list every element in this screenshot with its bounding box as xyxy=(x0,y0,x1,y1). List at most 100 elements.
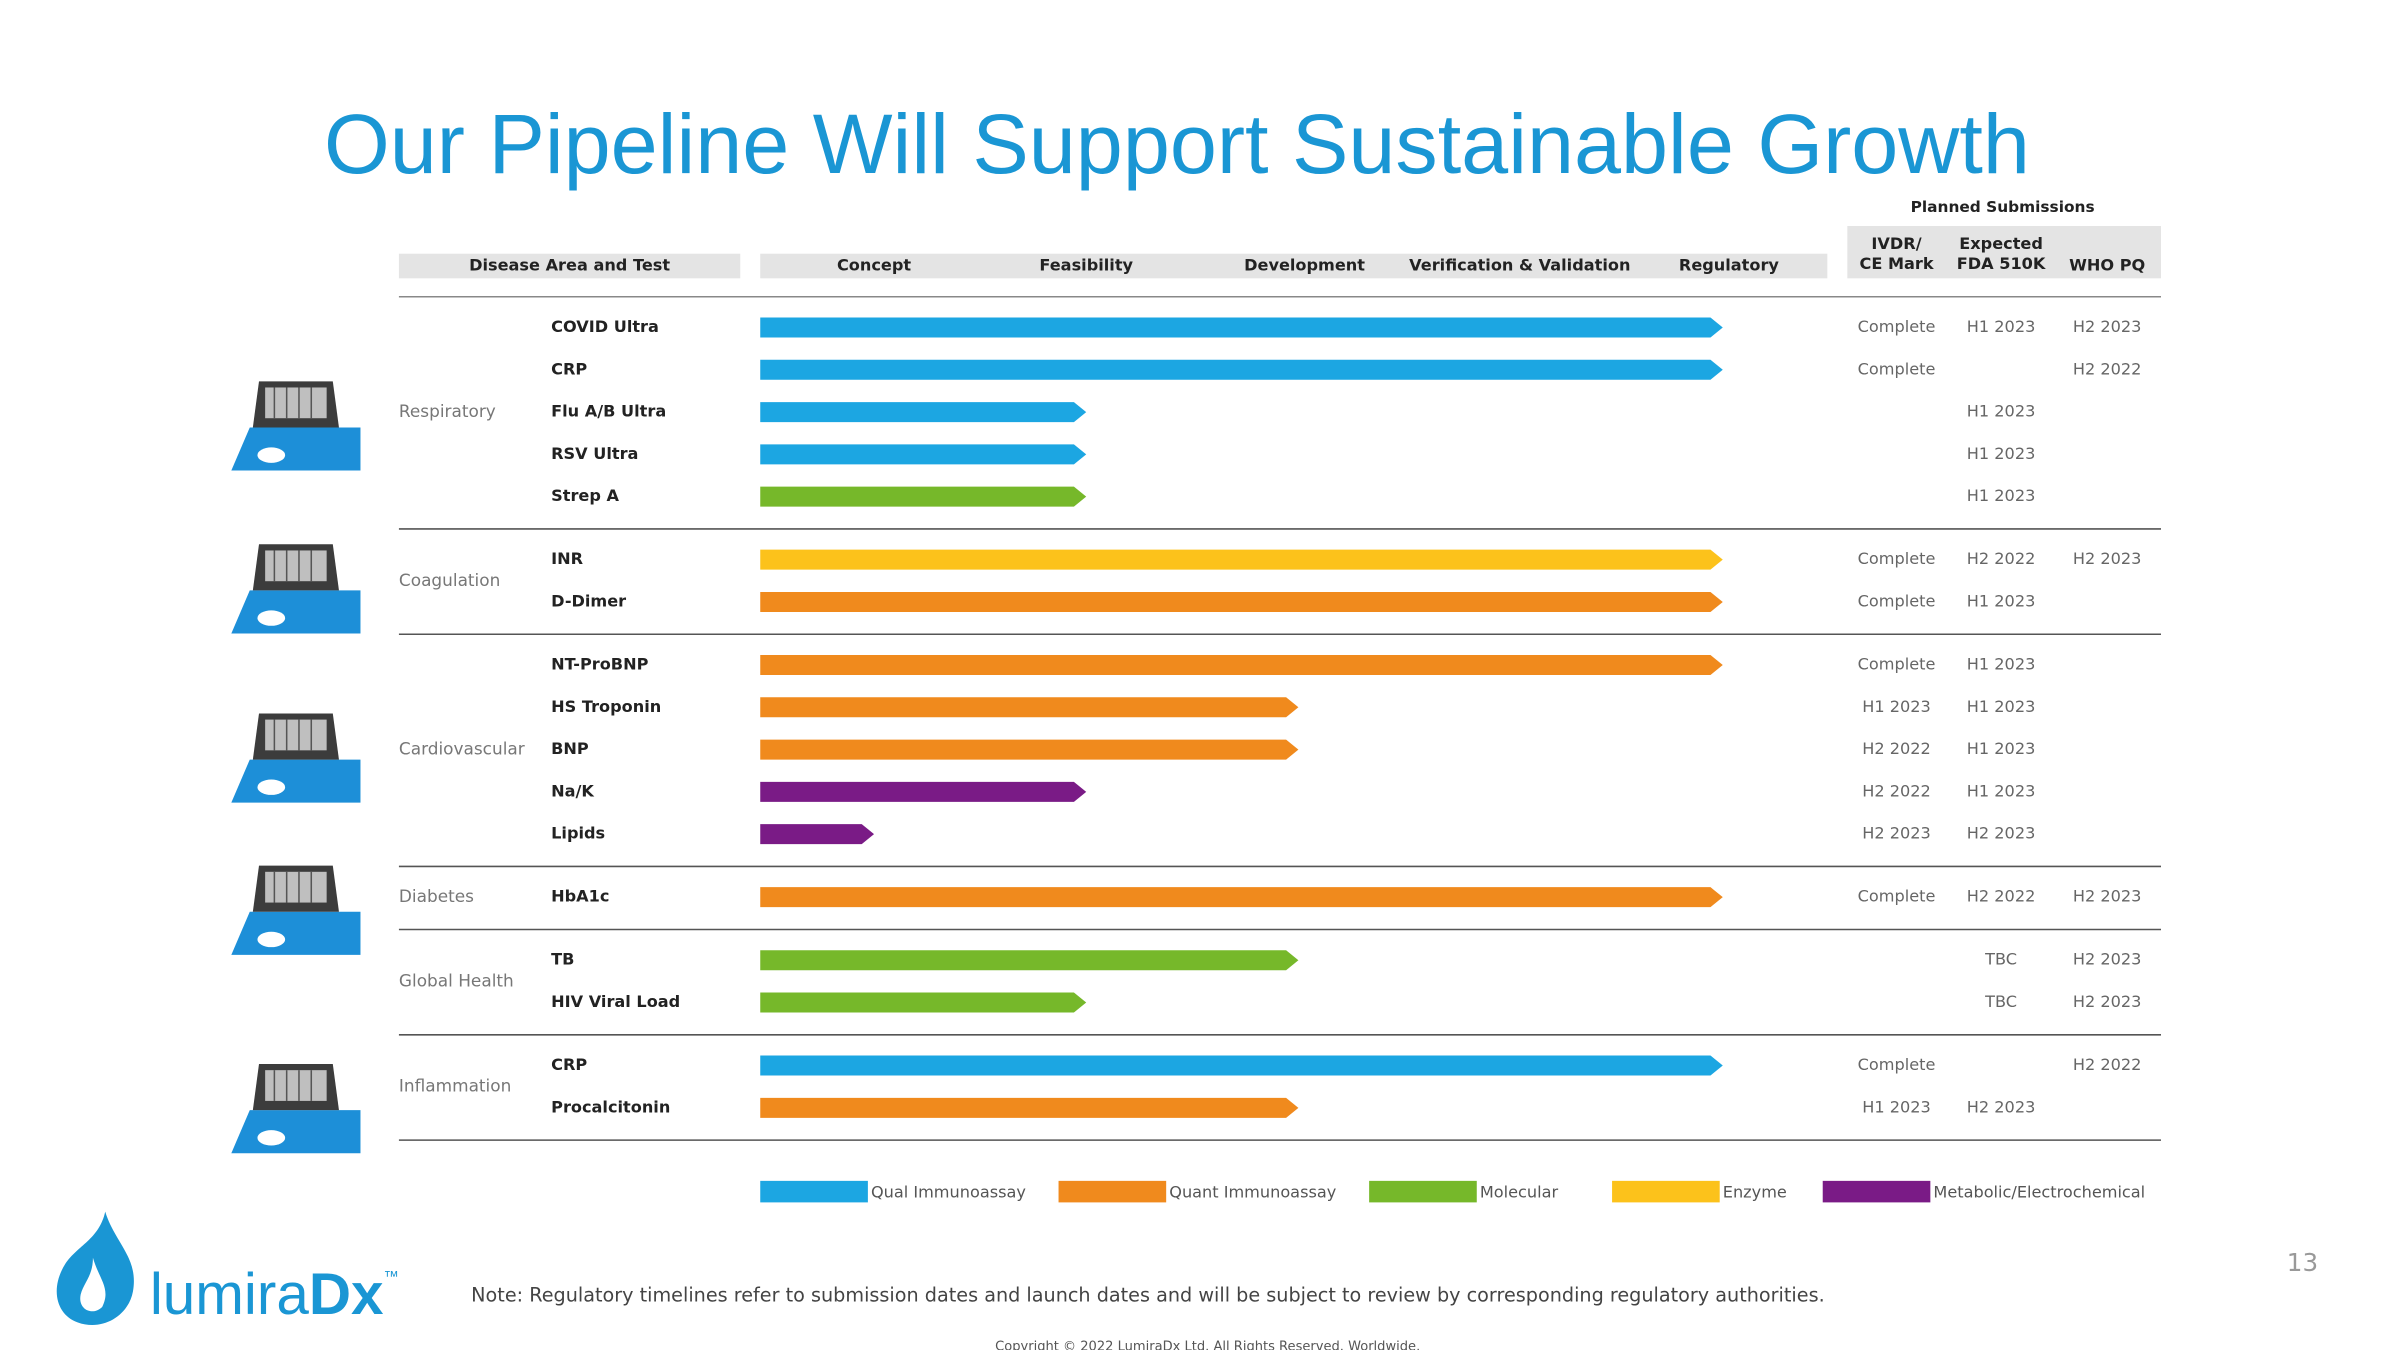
logo-drop-highlight xyxy=(80,1257,106,1312)
copyright: Copyright © 2022 LumiraDx Ltd. All Right… xyxy=(995,1339,1420,1350)
legend-label: Qual Immunoassay xyxy=(871,1183,1026,1202)
submission-date: H1 2023 xyxy=(1967,402,2036,421)
legend-label: Molecular xyxy=(1480,1183,1559,1202)
submission-date: H2 2022 xyxy=(2073,359,2142,378)
submission-date: H1 2023 xyxy=(1967,697,2036,716)
title: Our Pipeline Will Support Sustainable Gr… xyxy=(324,96,2030,191)
test-name: HIV Viral Load xyxy=(551,992,680,1011)
logo-name: lumira xyxy=(150,1263,310,1328)
submission-date: H2 2022 xyxy=(1862,781,1931,800)
header-disease: Disease Area and Test xyxy=(469,256,670,275)
test-name: D-Dimer xyxy=(551,591,626,610)
submission-date: H2 2023 xyxy=(1862,824,1931,843)
header-stage: Regulatory xyxy=(1679,256,1780,275)
submission-date: H1 2023 xyxy=(1967,444,2036,463)
pipeline-bar xyxy=(760,655,1723,675)
pipeline-bar xyxy=(760,739,1299,760)
header-box xyxy=(1847,226,2161,279)
pipeline-bar xyxy=(760,887,1723,908)
submission-date: H1 2023 xyxy=(1967,781,2036,800)
test-name: CRP xyxy=(551,1055,587,1074)
submission-date: H2 2023 xyxy=(2073,887,2142,906)
submission-date: H2 2022 xyxy=(1967,549,2036,568)
submission-date: Complete xyxy=(1858,317,1936,336)
submission-date: Complete xyxy=(1858,359,1936,378)
header-box xyxy=(398,253,741,279)
legend-swatch xyxy=(1058,1180,1167,1203)
device-icon xyxy=(230,380,362,472)
logo-tm: ™ xyxy=(384,1269,399,1286)
device-icon xyxy=(230,864,362,956)
header-box xyxy=(760,253,1828,279)
submission-date: H1 2023 xyxy=(1967,317,2036,336)
submission-date: H2 2022 xyxy=(1967,887,2036,906)
header-stage: Verification & Validation xyxy=(1409,256,1630,275)
pipeline-bar xyxy=(760,1097,1299,1118)
submission-date: H1 2023 xyxy=(1967,655,2036,674)
submission-date: H2 2023 xyxy=(1967,824,2036,843)
header-stage: Feasibility xyxy=(1039,256,1133,275)
submission-date: H1 2023 xyxy=(1967,486,2036,505)
test-name: Strep A xyxy=(551,486,619,505)
submission-date: Complete xyxy=(1858,591,1936,610)
submission-date: Complete xyxy=(1858,655,1936,674)
test-name: COVID Ultra xyxy=(551,317,659,336)
planned-submissions: Planned Submissions xyxy=(1911,198,2095,216)
pipeline-bar xyxy=(760,992,1087,1013)
test-name: BNP xyxy=(551,739,589,758)
submission-date: Complete xyxy=(1858,549,1936,568)
legend-label: Enzyme xyxy=(1723,1183,1787,1202)
header-submission: CE Mark xyxy=(1859,254,1934,273)
submission-date: H1 2023 xyxy=(1862,697,1931,716)
submission-date: H2 2023 xyxy=(2073,317,2142,336)
test-name: TB xyxy=(551,950,574,969)
disease-area: Inflammation xyxy=(399,1076,511,1096)
disease-area: Coagulation xyxy=(399,570,500,590)
legend-label: Quant Immunoassay xyxy=(1169,1183,1337,1202)
pipeline-bar xyxy=(760,697,1299,718)
submission-date: Complete xyxy=(1858,1055,1936,1074)
submission-date: H2 2023 xyxy=(2073,549,2142,568)
test-name: Flu A/B Ultra xyxy=(551,402,666,421)
test-name: Lipids xyxy=(551,824,605,843)
submission-date: TBC xyxy=(1984,992,2017,1011)
disease-area: Diabetes xyxy=(399,886,474,906)
device-icon xyxy=(230,1063,362,1154)
submission-date: H1 2023 xyxy=(1862,1097,1931,1116)
device-icon xyxy=(230,543,362,635)
header-submission: WHO PQ xyxy=(2069,256,2145,275)
logo: lumiraDx™ xyxy=(150,1263,399,1328)
header-submission: Expected xyxy=(1959,234,2043,253)
note: Note: Regulatory timelines refer to subm… xyxy=(471,1284,1825,1307)
test-name: NT-ProBNP xyxy=(551,655,648,674)
legend-swatch xyxy=(1369,1180,1477,1203)
submission-date: H2 2023 xyxy=(2073,950,2142,969)
submission-date: H1 2023 xyxy=(1967,591,2036,610)
legend-label: Metabolic/Electrochemical xyxy=(1933,1183,2145,1202)
header-stage: Concept xyxy=(837,256,911,275)
header-stage: Development xyxy=(1244,256,1365,275)
pipeline-bar xyxy=(760,950,1299,971)
pipeline-bar xyxy=(760,591,1723,612)
submission-date: TBC xyxy=(1984,950,2017,969)
pipeline-bar xyxy=(760,1055,1723,1076)
pipeline-bar xyxy=(760,781,1087,802)
disease-area: Respiratory xyxy=(399,401,496,421)
pipeline-bar xyxy=(760,317,1723,338)
submission-date: H2 2023 xyxy=(1967,1097,2036,1116)
device-icon xyxy=(230,712,362,804)
logo-suffix: Dx xyxy=(309,1263,384,1328)
header-submission: FDA 510K xyxy=(1957,254,2046,273)
legend-swatch xyxy=(1612,1180,1720,1203)
test-name: Procalcitonin xyxy=(551,1097,670,1116)
test-name: INR xyxy=(551,549,583,568)
pipeline-bar xyxy=(760,824,875,845)
pipeline-bar xyxy=(760,486,1087,507)
legend-swatch xyxy=(760,1180,868,1203)
pipeline-bar xyxy=(760,359,1723,380)
test-name: HS Troponin xyxy=(551,697,661,716)
test-name: HbA1c xyxy=(551,887,609,906)
pipeline-bar xyxy=(760,444,1087,465)
